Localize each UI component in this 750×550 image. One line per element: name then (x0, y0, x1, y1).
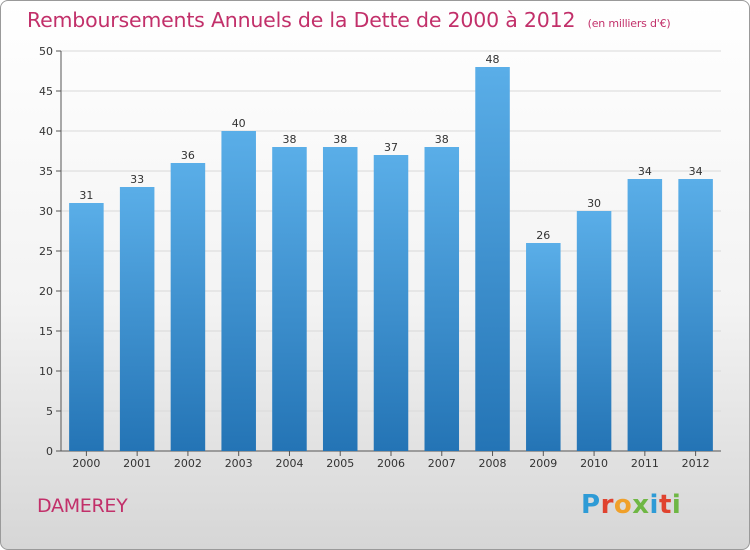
chart-title-text: Remboursements Annuels de la Dette de 20… (27, 8, 576, 32)
data-label: 38 (333, 133, 347, 146)
bar (576, 211, 612, 451)
chart-subtitle: (en milliers d'€) (587, 17, 671, 30)
bar (221, 131, 256, 451)
x-tick-label: 2003 (225, 457, 253, 470)
data-label: 34 (638, 165, 652, 178)
bar (678, 179, 713, 451)
data-label: 48 (486, 53, 500, 66)
bars (69, 67, 713, 451)
x-tick-label: 2009 (529, 457, 557, 470)
data-labels: 31 33 36 40 38 38 37 38 48 26 30 34 34 (79, 53, 702, 242)
x-tick-label: 2000 (72, 457, 100, 470)
bar (69, 203, 104, 451)
y-tick-label: 15 (39, 325, 53, 338)
logo-letter: x (632, 490, 650, 520)
x-tick-label: 2005 (326, 457, 354, 470)
bar (627, 179, 663, 451)
logo-letter: P (581, 490, 601, 520)
y-tick-label: 20 (39, 285, 53, 298)
data-label: 38 (282, 133, 296, 146)
data-label: 36 (181, 149, 195, 162)
y-tick-label: 50 (39, 45, 53, 58)
y-tick-label: 40 (39, 125, 53, 138)
y-tick-label: 45 (39, 85, 53, 98)
y-tick-label: 10 (39, 365, 53, 378)
x-tick-labels: 2000 2001 2002 2003 2004 2005 2006 2007 2008 2009… (72, 457, 709, 470)
proxiti-logo[interactable]: Proxiti (581, 490, 681, 520)
data-label: 30 (587, 197, 601, 210)
y-tick-label: 5 (46, 405, 53, 418)
y-tick-label: 25 (39, 245, 53, 258)
y-tick-label: 30 (39, 205, 53, 218)
bar (526, 243, 561, 451)
x-tick-label: 2002 (174, 457, 202, 470)
bar (373, 155, 409, 451)
bar (272, 147, 307, 451)
x-tick-label: 2001 (123, 457, 151, 470)
x-tick-label: 2007 (428, 457, 456, 470)
bar (170, 163, 206, 451)
data-label: 26 (536, 229, 550, 242)
x-tick-label: 2008 (479, 457, 507, 470)
logo-letter: r (600, 490, 614, 520)
commune-name: DAMEREY (37, 495, 128, 517)
x-tick-label: 2010 (580, 457, 608, 470)
data-label: 40 (232, 117, 246, 130)
data-label: 31 (79, 189, 93, 202)
logo-letter: i (649, 490, 659, 520)
bar (119, 187, 155, 451)
y-tick-label: 0 (46, 445, 53, 458)
bar (424, 147, 460, 451)
x-tick-label: 2012 (682, 457, 710, 470)
x-tick-label: 2006 (377, 457, 405, 470)
data-label: 33 (130, 173, 144, 186)
x-tick-label: 2004 (275, 457, 303, 470)
y-tick-label: 35 (39, 165, 53, 178)
data-label: 34 (689, 165, 703, 178)
y-tick-labels: 0 5 10 15 20 25 30 35 40 45 50 (39, 45, 53, 458)
logo-letter: t (658, 490, 672, 520)
logo-letter: i (671, 490, 682, 520)
bar (322, 147, 358, 451)
chart-title: Remboursements Annuels de la Dette de 20… (27, 8, 671, 32)
data-label: 37 (384, 141, 398, 154)
x-tick-label: 2011 (631, 457, 659, 470)
data-label: 38 (435, 133, 449, 146)
logo-letter: o (613, 490, 633, 520)
bar (475, 67, 510, 451)
